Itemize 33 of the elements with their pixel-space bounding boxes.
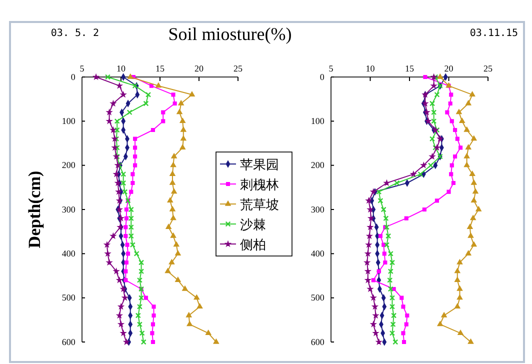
y-tick-label: 500 (310, 292, 325, 303)
text: 03. 5. 2 (50, 28, 100, 39)
chart-title: Soil miosture(%) (168, 24, 292, 44)
legend-label: 沙棘 (240, 218, 266, 233)
y-tick-label: 0 (320, 72, 325, 82)
legend-label: 苹果园 (240, 158, 279, 173)
legend-label: 侧柏 (240, 238, 266, 253)
x-tick-label: 20 (194, 63, 204, 74)
legend-label: 荒草坡 (240, 198, 279, 213)
x-tick-label: 20 (444, 63, 454, 74)
y-tick-label: 300 (62, 204, 76, 214)
x-tick-label: 15 (405, 63, 414, 74)
y-tick-label: 600 (62, 336, 76, 347)
x-tick-label: 25 (484, 63, 493, 74)
y-tick-label: 300 (310, 204, 325, 214)
x-tick-label: 15 (156, 63, 165, 74)
x-tick-label: 25 (234, 63, 243, 74)
x-tick-label: 10 (366, 63, 376, 74)
text: 03.11.15 (470, 28, 518, 39)
y-tick-label: 500 (62, 292, 76, 303)
x-tick-label: 5 (80, 63, 85, 74)
x-tick-label: 10 (116, 63, 126, 74)
y-tick-label: 400 (62, 248, 76, 259)
y-tick-label: 200 (310, 160, 325, 170)
y-tick-label: 400 (310, 248, 325, 259)
y-tick-label: 100 (62, 116, 76, 126)
y-axis-title: Depth(cm) (25, 170, 44, 248)
y-tick-label: 200 (62, 160, 76, 170)
legend-label: 刺槐林 (240, 178, 279, 193)
y-tick-label: 600 (310, 336, 325, 347)
y-tick-label: 0 (70, 72, 76, 82)
x-tick-label: 5 (328, 63, 334, 74)
y-tick-label: 100 (310, 116, 325, 126)
